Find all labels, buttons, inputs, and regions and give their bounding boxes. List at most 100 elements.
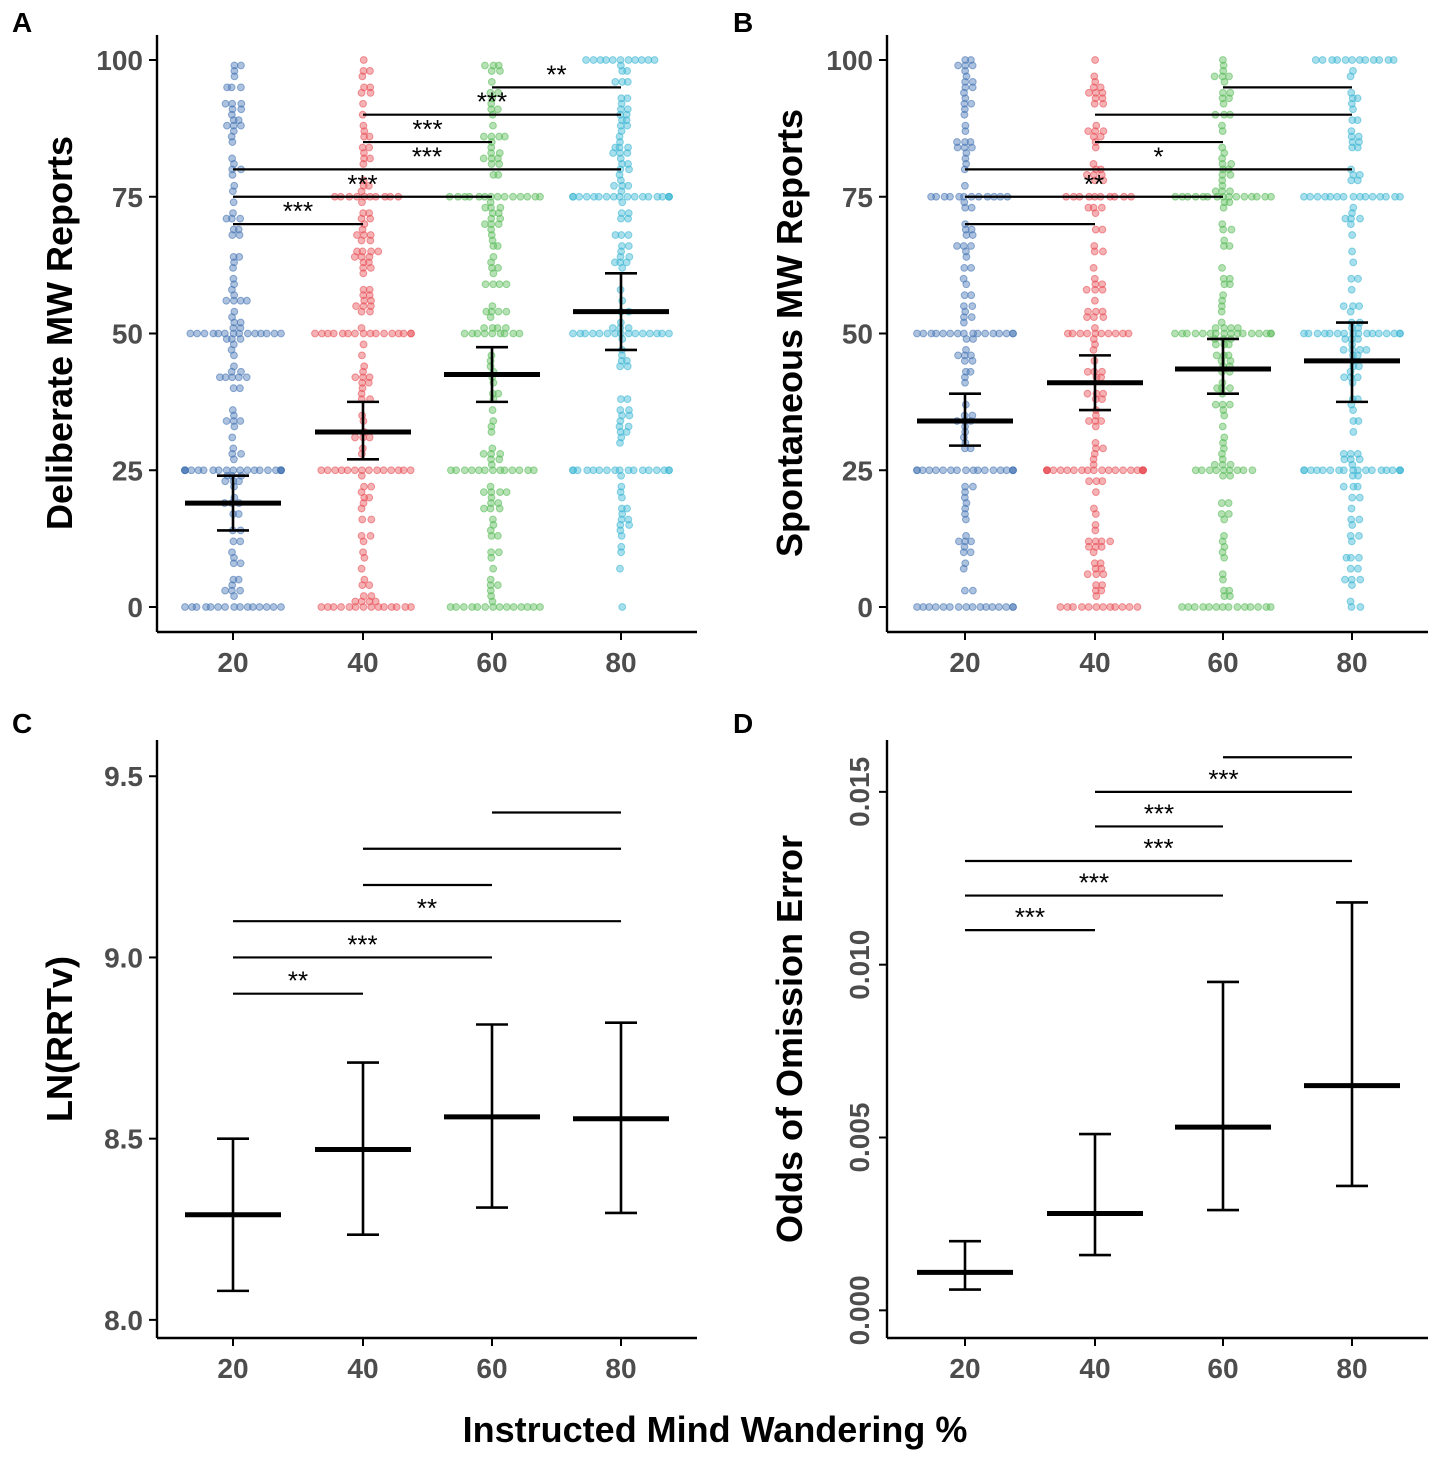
data-point <box>1111 466 1120 475</box>
data-point <box>995 329 1004 338</box>
data-point <box>960 356 969 365</box>
data-point <box>502 488 511 497</box>
data-point <box>623 94 632 103</box>
data-point <box>1355 56 1364 64</box>
significance-label: ** <box>546 59 566 89</box>
data-point <box>967 537 975 546</box>
data-point <box>235 231 244 239</box>
data-point <box>1240 192 1249 201</box>
y-tick-label: 25 <box>112 455 143 486</box>
data-point <box>1090 449 1099 458</box>
data-point <box>918 466 927 475</box>
data-point <box>1356 192 1364 201</box>
data-point <box>188 603 196 611</box>
data-point <box>1348 143 1357 152</box>
data-point <box>228 154 236 163</box>
data-point <box>236 603 244 611</box>
data-point <box>1104 466 1113 475</box>
data-point <box>1091 324 1099 332</box>
data-point <box>1219 406 1228 414</box>
data-point <box>1070 466 1078 475</box>
data-point <box>317 466 326 475</box>
data-point <box>467 466 476 475</box>
data-point <box>486 586 495 595</box>
data-point <box>1218 570 1227 579</box>
data-point <box>459 603 468 611</box>
data-point <box>1225 198 1234 207</box>
data-point <box>251 329 260 338</box>
data-point <box>1218 127 1227 136</box>
data-point <box>1218 537 1227 546</box>
data-point <box>229 455 238 464</box>
data-point <box>481 220 489 229</box>
data-point <box>237 83 245 92</box>
data-point <box>1091 209 1100 218</box>
data-point <box>616 56 625 64</box>
data-point <box>1191 466 1200 475</box>
data-point <box>1218 170 1227 179</box>
data-point <box>1339 449 1348 458</box>
data-point <box>1002 466 1011 475</box>
data-point <box>1089 335 1098 343</box>
data-point <box>1225 242 1234 250</box>
data-point <box>625 411 634 420</box>
data-point <box>968 77 977 86</box>
data-point <box>496 488 504 497</box>
data-point <box>962 346 970 354</box>
data-point <box>1099 444 1107 453</box>
data-point <box>962 466 970 475</box>
data-point <box>487 160 496 168</box>
data-point <box>1225 586 1234 595</box>
data-point <box>236 318 245 327</box>
data-point <box>617 214 625 223</box>
data-point <box>358 198 366 207</box>
data-point <box>489 253 498 261</box>
data-point <box>1267 329 1275 338</box>
x-tick-label: 20 <box>217 1353 248 1384</box>
data-point <box>961 225 970 234</box>
data-point <box>380 603 388 611</box>
data-point <box>960 291 969 300</box>
data-point <box>1306 192 1314 201</box>
data-point <box>1091 526 1100 535</box>
data-point <box>624 214 633 223</box>
data-point <box>932 466 940 475</box>
data-point <box>1098 225 1107 234</box>
data-point <box>228 433 237 442</box>
data-point <box>367 515 376 524</box>
panel-letter: B <box>733 7 753 38</box>
data-point <box>1084 127 1093 136</box>
significance-label: *** <box>347 929 377 959</box>
data-point <box>360 362 369 371</box>
data-point <box>954 61 963 70</box>
data-point <box>215 373 224 382</box>
data-point <box>202 603 210 611</box>
data-point <box>481 61 489 70</box>
data-point <box>230 362 238 371</box>
y-axis-title: LN(RRTv) <box>39 956 80 1122</box>
data-point <box>1347 285 1356 294</box>
data-point <box>365 132 374 141</box>
data-point <box>236 324 245 332</box>
data-point <box>359 537 368 546</box>
y-tick-label: 25 <box>842 455 873 486</box>
data-point <box>357 88 366 97</box>
data-point <box>618 603 627 611</box>
data-point <box>961 559 970 568</box>
data-point <box>214 466 223 475</box>
data-point <box>1218 263 1226 272</box>
data-point <box>1217 307 1226 316</box>
data-point <box>989 466 998 475</box>
data-point <box>602 192 611 201</box>
data-point <box>494 209 503 218</box>
data-point <box>407 603 415 611</box>
data-point <box>1340 455 1349 464</box>
data-point <box>1396 466 1404 475</box>
data-point <box>1218 121 1226 130</box>
data-point <box>228 99 237 108</box>
data-point <box>1233 324 1242 332</box>
data-point <box>637 56 646 64</box>
data-point <box>1225 274 1234 283</box>
data-point <box>250 466 259 475</box>
data-point <box>1097 537 1106 546</box>
